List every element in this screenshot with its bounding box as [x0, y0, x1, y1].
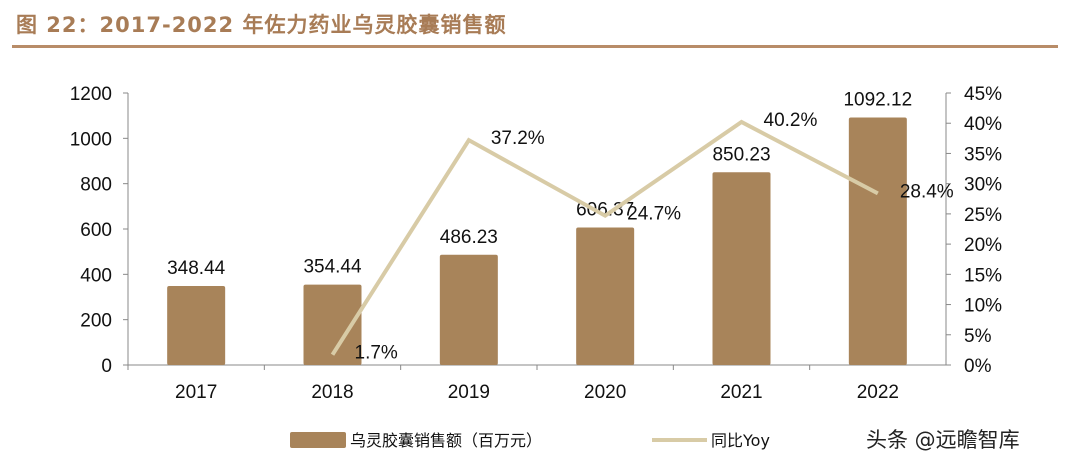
left-tick-label: 800: [80, 175, 112, 196]
x-tick-label: 2022: [857, 382, 899, 403]
legend-line-label: 同比Yoy: [711, 431, 770, 450]
right-tick-label: 10%: [964, 296, 1002, 317]
x-tick-label: 2018: [311, 382, 353, 403]
right-tick-label: 40%: [964, 114, 1002, 135]
bar-label: 354.44: [303, 257, 362, 278]
left-tick-label: 400: [80, 265, 112, 286]
right-tick-label: 5%: [964, 326, 992, 347]
right-tick-label: 15%: [964, 265, 1002, 286]
yoy-label: 24.7%: [627, 204, 681, 225]
bar-label: 348.44: [167, 258, 226, 279]
yoy-label: 1.7%: [355, 343, 398, 364]
bar-label: 850.23: [712, 144, 770, 165]
x-tick-label: 2021: [720, 382, 762, 403]
right-tick-label: 25%: [964, 205, 1002, 226]
right-tick-label: 45%: [964, 84, 1002, 105]
yoy-label: 37.2%: [491, 128, 545, 149]
right-tick-label: 35%: [964, 144, 1002, 165]
bar-2018: [303, 284, 362, 365]
bar-2020: [576, 227, 635, 365]
x-tick-label: 2019: [448, 382, 490, 403]
right-tick-label: 30%: [964, 175, 1002, 196]
legend-bar-swatch: [290, 432, 346, 448]
chart-title: 图 22：2017-2022 年佐力药业乌灵胶囊销售额: [16, 13, 507, 37]
bar-label: 1092.12: [843, 89, 912, 110]
title-divider: [12, 45, 1058, 48]
left-tick-label: 1000: [70, 129, 112, 150]
bar-2022: [848, 117, 907, 366]
left-tick-label: 0: [101, 356, 112, 377]
right-tick-label: 0%: [964, 356, 992, 377]
bar-2021: [712, 172, 771, 365]
yoy-label: 28.4%: [900, 181, 954, 202]
x-tick-label: 2020: [584, 382, 626, 403]
left-tick-label: 200: [80, 311, 112, 332]
x-tick-label: 2017: [175, 382, 217, 403]
bar-label: 486.23: [440, 227, 498, 248]
left-tick-label: 600: [80, 220, 112, 241]
left-tick-label: 1200: [70, 84, 112, 105]
right-tick-label: 20%: [964, 235, 1002, 256]
yoy-label: 40.2%: [764, 110, 818, 131]
watermark: 头条 @远瞻智库: [866, 428, 1020, 452]
legend-bar-label: 乌灵胶囊销售额（百万元）: [350, 431, 542, 450]
bar-2017: [167, 286, 226, 365]
bar-2019: [439, 254, 498, 365]
